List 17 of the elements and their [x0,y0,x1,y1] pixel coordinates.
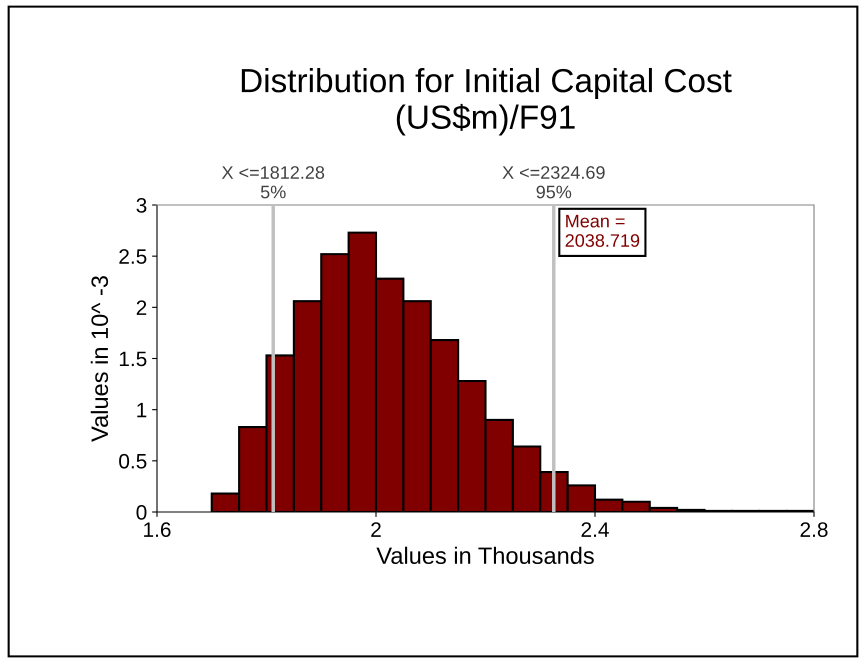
x-tick-label: 2 [371,522,381,537]
x-tick-label: 2.4 [582,522,609,537]
x-axis-title: Values in Thousands [376,546,594,564]
y-tick-label: 3 [136,198,146,213]
x-tick-label: 1.6 [144,522,171,538]
chart-title: Distribution for Initial Capital Cost (US$m)/F91 [242,68,732,136]
ref-line-label: X <=1812.28 5% [222,166,324,198]
y-tick-label: 1 [137,402,146,418]
y-tick-label: 0.5 [119,454,146,469]
y-tick-label: 1.5 [120,352,146,366]
y-tick-label: 2.5 [119,249,146,264]
ref-line-label: X <=2324.69 95% [502,166,605,198]
y-tick-label: 0 [136,505,146,520]
x-tick-label: 2.8 [800,522,828,538]
annotation: Mean = 2038.719 [566,214,640,247]
y-tick-label: 2 [136,300,146,315]
y-axis-title: Values in 10^ -3 [90,276,108,442]
